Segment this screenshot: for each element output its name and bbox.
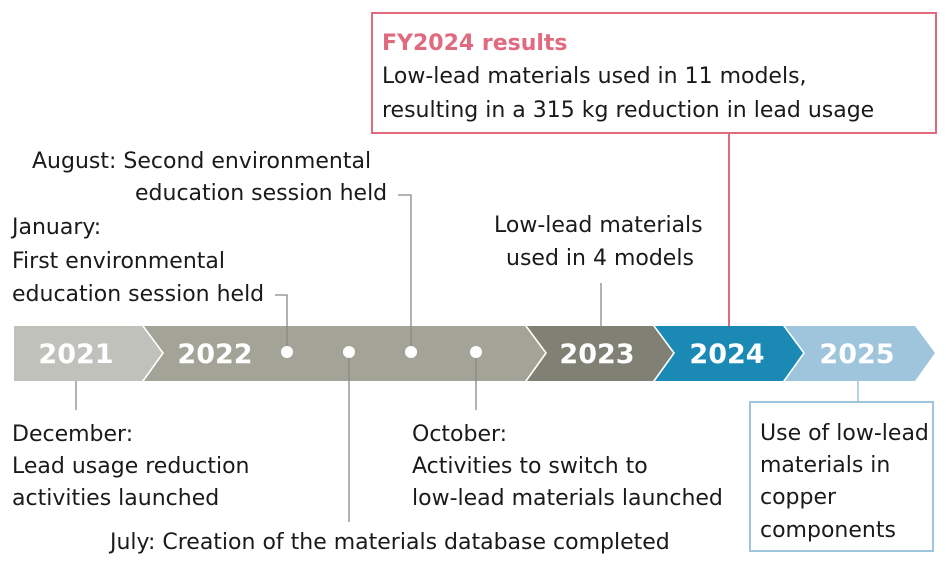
december-text: activities launched	[12, 486, 219, 511]
y2025-text: copper	[760, 485, 837, 510]
y2023-text: Low-lead materials	[494, 213, 703, 238]
year-2025: 2025	[819, 339, 894, 370]
august-text: August: Second environmental	[32, 149, 371, 174]
segment-2025	[785, 326, 935, 381]
december-text: December:	[12, 422, 133, 447]
year-2021: 2021	[38, 339, 113, 370]
y2025-text: components	[760, 518, 896, 543]
y2025-text: Use of low-lead	[760, 421, 929, 446]
october-text: low-lead materials launched	[412, 486, 723, 511]
segment-2021	[14, 326, 162, 381]
year-2024: 2024	[689, 339, 764, 370]
y2025-box	[749, 401, 934, 552]
fy2024-text: Low-lead materials used in 11 models,	[382, 64, 807, 89]
fy2024-results-box	[371, 12, 937, 134]
december-text: Lead usage reduction	[12, 454, 249, 479]
october-text: October:	[412, 422, 507, 447]
segment-2023	[527, 326, 673, 381]
january-text: First environmental	[12, 249, 225, 274]
segment-2024	[655, 326, 803, 381]
milestone-dots	[281, 346, 482, 358]
fy2024-text: resulting in a 315 kg reduction in lead …	[382, 98, 874, 123]
y2025-text: materials in	[760, 453, 890, 478]
year-2023: 2023	[559, 339, 634, 370]
july-text: July: Creation of the materials database…	[108, 530, 670, 555]
january-text: education session held	[12, 282, 264, 307]
january-text: January:	[10, 215, 101, 240]
year-2022: 2022	[177, 339, 252, 370]
fy2024-title: FY2024 results	[382, 31, 568, 56]
october-text: Activities to switch to	[412, 454, 648, 479]
connector-lines	[75, 194, 602, 522]
august-text: education session held	[135, 181, 387, 206]
y2023-text: used in 4 models	[506, 246, 694, 271]
